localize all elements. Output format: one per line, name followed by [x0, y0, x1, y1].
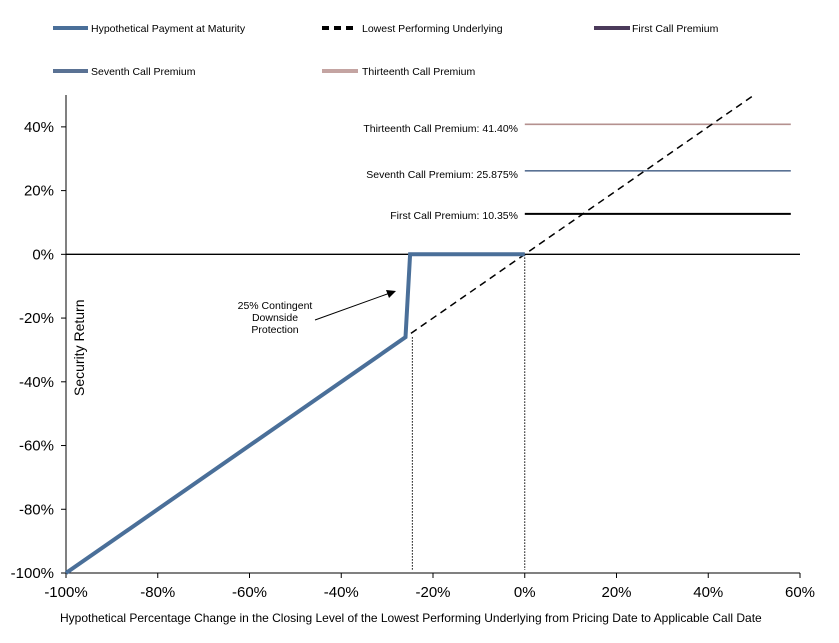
x-tick-labels: -100% -80% -60% -40% -20% 0% 20% 40% 60% — [44, 584, 815, 601]
series-line-0 — [64, 252, 525, 575]
series-line-1 — [65, 94, 755, 574]
y-tick-label-1: 20% — [24, 183, 54, 200]
legend-item-seventh: Seventh Call Premium — [53, 66, 196, 78]
y-tick-label-7: -100% — [11, 565, 54, 582]
y-tick-label-6: -80% — [19, 501, 54, 518]
x-tick-label-1: -80% — [140, 584, 175, 601]
legend-label-payment: Hypothetical Payment at Maturity — [91, 23, 246, 35]
legend-item-payment: Hypothetical Payment at Maturity — [53, 23, 246, 35]
x-tick-label-6: 20% — [601, 584, 631, 601]
y-axis-title: Security Return — [71, 300, 87, 396]
y-tick-label-2: 0% — [32, 246, 54, 263]
axes — [61, 95, 801, 578]
annotation-arrowhead — [386, 290, 396, 298]
y-tick-label-5: -60% — [19, 438, 54, 455]
y-tick-labels: 40% 20% 0% -20% -40% -60% -80% -100% — [11, 119, 54, 582]
annotation-seventh-premium: Seventh Call Premium: 25.875% — [366, 169, 518, 181]
x-tick-label-4: -20% — [415, 584, 450, 601]
legend-label-first: First Call Premium — [632, 23, 719, 35]
reference-lines — [411, 254, 526, 570]
annotation-protection-line2: Downside — [252, 312, 298, 324]
legend-label-seventh: Seventh Call Premium — [91, 66, 196, 78]
y-tick-label-3: -20% — [19, 310, 54, 327]
x-axis-title: Hypothetical Percentage Change in the Cl… — [60, 611, 762, 625]
annotation-thirteenth-premium: Thirteenth Call Premium: 41.40% — [363, 123, 518, 135]
y-tick-label-4: -40% — [19, 374, 54, 391]
annotation-protection-line1: 25% Contingent — [238, 300, 313, 312]
legend-item-first: First Call Premium — [594, 23, 719, 35]
annotation-protection-line3: Protection — [251, 324, 298, 336]
x-tick-label-3: -40% — [324, 584, 359, 601]
series-group — [64, 94, 791, 575]
x-tick-label-0: -100% — [44, 584, 87, 601]
legend-item-lowest: Lowest Performing Underlying — [322, 23, 503, 35]
legend: Hypothetical Payment at Maturity Lowest … — [53, 23, 719, 78]
x-tick-label-8: 60% — [785, 584, 815, 601]
x-tick-label-7: 40% — [693, 584, 723, 601]
legend-item-thirteenth: Thirteenth Call Premium — [322, 66, 475, 78]
legend-label-thirteenth: Thirteenth Call Premium — [362, 66, 475, 78]
x-tick-label-2: -60% — [232, 584, 267, 601]
x-tick-label-5: 0% — [514, 584, 536, 601]
legend-label-lowest: Lowest Performing Underlying — [362, 23, 503, 35]
annotation-protection: 25% Contingent Downside Protection — [238, 290, 396, 336]
y-tick-label-0: 40% — [24, 119, 54, 136]
annotation-arrow — [314, 292, 391, 321]
annotation-first-premium: First Call Premium: 10.35% — [390, 210, 518, 222]
